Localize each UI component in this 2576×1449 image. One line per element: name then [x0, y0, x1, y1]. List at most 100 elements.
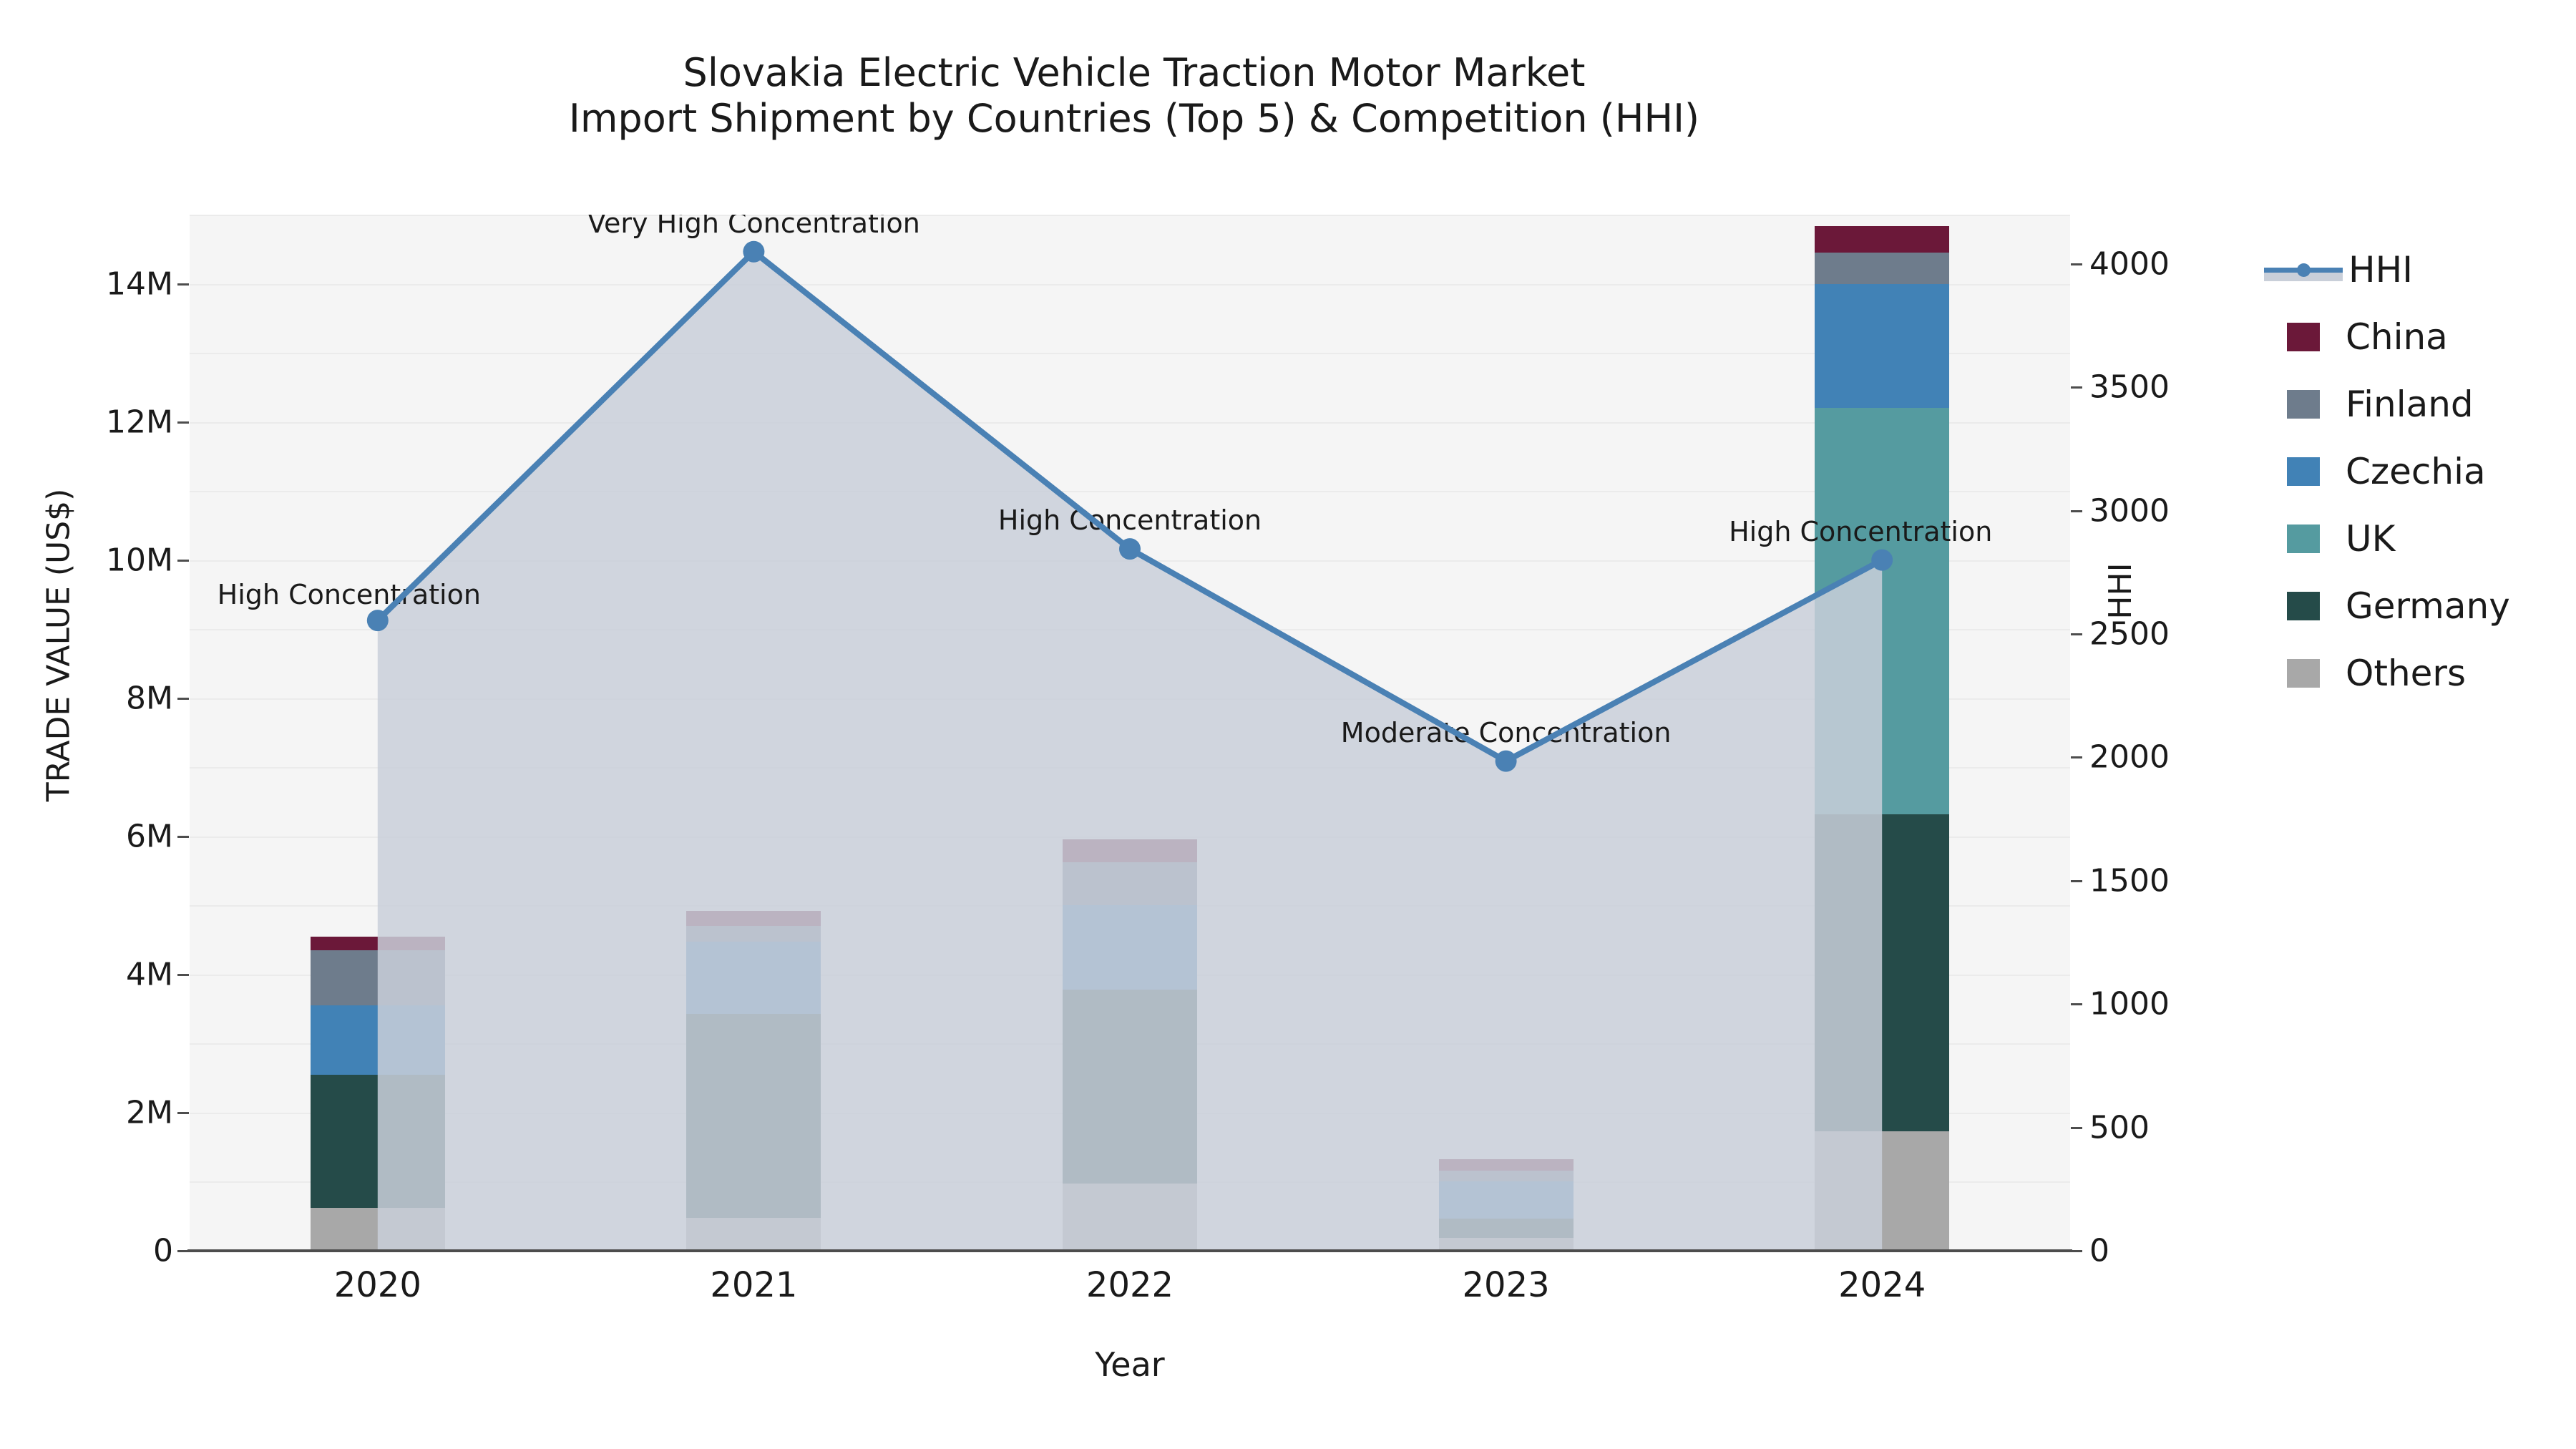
- gridline: [190, 215, 2070, 216]
- y-axis-right-tick-label: 2000: [2089, 738, 2170, 776]
- bar-segment[interactable]: [1438, 1218, 1574, 1238]
- y-axis-left-tick-label: 6M: [126, 818, 173, 855]
- bar-segment[interactable]: [1815, 253, 1950, 284]
- bar-segment[interactable]: [1815, 408, 1950, 814]
- x-axis-tick-label: 2020: [333, 1265, 421, 1305]
- y-axis-left-tick-label: 4M: [126, 956, 173, 993]
- bar-segment[interactable]: [310, 936, 445, 951]
- hhi-data-point[interactable]: [366, 610, 389, 632]
- legend-item-czechia[interactable]: Czechia: [2264, 438, 2572, 505]
- legend-item-label: Czechia: [2346, 451, 2486, 492]
- y-axis-left-tick-mark: [177, 1111, 189, 1114]
- hhi-point-annotation: High Concentration: [217, 579, 481, 611]
- hhi-point-annotation: Very High Concentration: [587, 215, 920, 239]
- bar-segment[interactable]: [686, 941, 821, 1014]
- bar-segment[interactable]: [1438, 1171, 1574, 1182]
- y-axis-right-tick-mark: [2071, 509, 2082, 512]
- bar-segment[interactable]: [1815, 1131, 1950, 1251]
- legend-item-finland[interactable]: Finland: [2264, 371, 2572, 438]
- y-axis-left-tick-label: 0: [153, 1232, 173, 1269]
- legend-color-swatch-icon: [2287, 457, 2320, 486]
- y-axis-right-tick-mark: [2071, 1126, 2082, 1129]
- x-axis-title: Year: [1095, 1345, 1165, 1384]
- y-axis-right-tick-mark: [2071, 633, 2082, 636]
- bar-segment[interactable]: [1063, 990, 1197, 1184]
- bar-segment[interactable]: [310, 1074, 445, 1209]
- y-axis-left-tick-label: 8M: [126, 680, 173, 717]
- x-axis-tick-label: 2021: [710, 1265, 798, 1305]
- gridline: [190, 560, 2070, 562]
- gridline: [190, 353, 2070, 355]
- legend-item-hhi[interactable]: HHI: [2264, 236, 2572, 303]
- bar-segment[interactable]: [686, 926, 821, 942]
- gridline: [190, 491, 2070, 493]
- y-axis-right-tick-mark: [2071, 1003, 2082, 1006]
- y-axis-right-tick-label: 3500: [2089, 369, 2170, 406]
- bar-segment[interactable]: [1438, 1181, 1574, 1219]
- y-axis-right-tick-mark: [2071, 1250, 2082, 1252]
- hhi-data-point[interactable]: [1119, 538, 1141, 560]
- bar-segment[interactable]: [1063, 862, 1197, 906]
- bar-segment[interactable]: [1063, 839, 1197, 863]
- legend-color-swatch-icon: [2287, 323, 2320, 351]
- y-axis-left-tick-mark: [177, 1250, 189, 1252]
- legend-color-swatch-icon: [2287, 525, 2320, 553]
- legend-item-uk[interactable]: UK: [2264, 505, 2572, 572]
- legend-item-others[interactable]: Others: [2264, 640, 2572, 707]
- bar-segment[interactable]: [310, 950, 445, 1006]
- bar-segment[interactable]: [686, 1013, 821, 1218]
- y-axis-right-tick-label: 1500: [2089, 862, 2170, 899]
- bar-segment[interactable]: [1063, 905, 1197, 990]
- hhi-point-annotation: High Concentration: [1729, 515, 1993, 547]
- gridline: [190, 767, 2070, 769]
- gridline: [190, 836, 2070, 838]
- gridline: [190, 629, 2070, 631]
- legend-item-label: Others: [2346, 653, 2467, 694]
- y-axis-right-tick-label: 2500: [2089, 615, 2170, 653]
- y-axis-left-tick-mark: [177, 973, 189, 976]
- bar-segment[interactable]: [1438, 1158, 1574, 1171]
- gridline: [190, 698, 2070, 700]
- y-axis-right-title: HHI: [2102, 562, 2139, 620]
- bar-segment[interactable]: [310, 1208, 445, 1251]
- legend-color-swatch-icon: [2287, 659, 2320, 688]
- bar-segment[interactable]: [310, 1005, 445, 1075]
- legend-item-label: Germany: [2346, 585, 2510, 627]
- y-axis-left-tick-mark: [177, 283, 189, 286]
- chart-title-line-2: Import Shipment by Countries (Top 5) & C…: [568, 95, 1700, 141]
- legend-item-china[interactable]: China: [2264, 303, 2572, 371]
- x-axis-tick-label: 2023: [1462, 1265, 1550, 1305]
- bar-segment[interactable]: [686, 911, 821, 927]
- bar-segment[interactable]: [1815, 814, 1950, 1131]
- gridline: [190, 421, 2070, 424]
- hhi-data-point[interactable]: [743, 240, 765, 263]
- y-axis-right-tick-label: 1000: [2089, 985, 2170, 1023]
- legend-item-label: UK: [2346, 518, 2396, 560]
- y-axis-left-tick-mark: [177, 421, 189, 424]
- gridline: [190, 283, 2070, 286]
- y-axis-right-tick-mark: [2071, 879, 2082, 882]
- legend: HHI China Finland Czechia UK Germany Others: [2264, 236, 2572, 707]
- y-axis-right-tick-label: 0: [2089, 1232, 2109, 1269]
- legend-item-label: China: [2346, 316, 2448, 358]
- x-axis-tick-label: 2024: [1838, 1265, 1926, 1305]
- legend-item-germany[interactable]: Germany: [2264, 572, 2572, 640]
- y-axis-right-tick-mark: [2071, 386, 2082, 389]
- legend-item-label: Finland: [2346, 384, 2474, 425]
- y-axis-left-tick-mark: [177, 697, 189, 700]
- hhi-point-annotation: Moderate Concentration: [1340, 716, 1672, 748]
- y-axis-right-tick-label: 3000: [2089, 492, 2170, 530]
- x-axis-spine: [187, 1249, 2072, 1252]
- y-axis-left-tick-mark: [177, 835, 189, 838]
- y-axis-left-tick-mark: [177, 559, 189, 562]
- bar-segment[interactable]: [1815, 226, 1950, 253]
- bar-segment[interactable]: [1815, 283, 1950, 409]
- x-axis-tick-label: 2022: [1085, 1265, 1174, 1305]
- bar-segment[interactable]: [1063, 1184, 1197, 1251]
- legend-item-label: HHI: [2348, 249, 2413, 291]
- bar-segment[interactable]: [686, 1217, 821, 1251]
- chart-title: Slovakia Electric Vehicle Traction Motor…: [0, 50, 2268, 141]
- y-axis-right-tick-label: 4000: [2089, 245, 2170, 283]
- y-axis-right-tick-mark: [2071, 263, 2082, 265]
